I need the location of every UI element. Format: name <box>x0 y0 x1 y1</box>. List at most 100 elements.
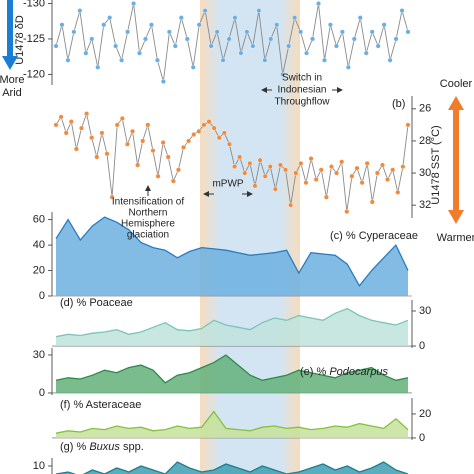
point <box>201 122 207 128</box>
point <box>293 170 299 176</box>
point <box>405 122 411 128</box>
label-part: spp. <box>120 441 144 453</box>
panel: 26 28 30 32 (b) U1478 SST (°C) <box>53 96 442 218</box>
point <box>125 29 131 35</box>
point <box>155 173 161 179</box>
panel: 0 20 (f) % Asteraceae <box>52 398 431 444</box>
point <box>77 8 83 14</box>
point <box>344 209 350 215</box>
point <box>83 50 89 56</box>
point <box>237 154 243 160</box>
point <box>154 57 160 63</box>
point <box>58 114 64 120</box>
panel-label: (e) % Podocarpus <box>300 366 389 378</box>
point <box>65 57 71 63</box>
point <box>186 138 192 144</box>
y-tick-label: 32 <box>419 199 431 211</box>
panel: 0 30 (d) % Poaceae <box>52 297 431 352</box>
y-tick-label: 10 <box>33 460 45 472</box>
label-part: (g) % <box>60 441 89 453</box>
point <box>71 29 77 35</box>
point <box>242 170 248 176</box>
point <box>53 43 59 49</box>
mpwp-band <box>200 0 300 474</box>
point <box>178 15 184 21</box>
point <box>137 50 143 56</box>
point <box>393 36 399 42</box>
y-tick-label: 0 <box>39 290 45 302</box>
series-line <box>55 3 409 82</box>
point <box>400 164 406 170</box>
point <box>145 122 151 128</box>
point <box>363 50 369 56</box>
plots: -130 -125 -120 U1478 δD 26 28 30 32 (b) U1478 SST… <box>14 0 442 474</box>
point <box>114 122 120 128</box>
point <box>165 154 171 160</box>
point <box>68 119 74 125</box>
cooler-label: Cooler <box>440 78 473 90</box>
point <box>160 78 166 84</box>
point <box>104 151 110 157</box>
area <box>56 355 408 393</box>
point <box>286 43 292 49</box>
point <box>357 15 363 21</box>
point <box>59 22 65 28</box>
label-part: (b) <box>392 98 405 110</box>
area <box>56 411 408 438</box>
point <box>298 29 304 35</box>
point <box>89 36 95 42</box>
y-tick-label: -130 <box>23 0 45 9</box>
annotation: Hemisphere <box>121 219 175 230</box>
point <box>316 1 322 7</box>
panel-label: (c) % Cyperaceae <box>330 230 418 242</box>
point <box>124 141 130 147</box>
point <box>131 1 137 7</box>
point <box>172 43 178 49</box>
point <box>292 15 298 21</box>
point <box>323 194 329 200</box>
point <box>321 57 327 63</box>
point <box>206 119 212 125</box>
point <box>385 176 391 182</box>
point <box>184 36 190 42</box>
area <box>56 308 408 347</box>
point <box>181 144 187 150</box>
y-tick-label: 30 <box>419 167 431 179</box>
point <box>196 128 202 134</box>
point <box>328 164 334 170</box>
panel-label: (g) % Buxus spp. <box>60 441 144 453</box>
y-tick-label: 30 <box>33 349 45 361</box>
point <box>256 8 262 14</box>
point <box>63 130 69 136</box>
point <box>359 180 365 186</box>
point <box>272 186 278 192</box>
panel-label: (b) <box>392 98 405 110</box>
annotation: Intensification of <box>112 197 184 208</box>
point <box>135 162 141 168</box>
point <box>267 164 273 170</box>
point <box>327 22 333 28</box>
point <box>99 130 105 136</box>
point <box>252 183 258 189</box>
point <box>232 164 238 170</box>
point <box>280 71 286 77</box>
annotation: Indonesian <box>278 85 327 96</box>
point <box>238 50 244 56</box>
point <box>257 157 263 163</box>
point <box>369 29 375 35</box>
y-tick-label: 0 <box>419 340 425 352</box>
arid-label: More <box>0 74 25 86</box>
point <box>345 64 351 70</box>
axis-label: U1478 δD <box>14 15 26 65</box>
y-tick-label: 30 <box>419 305 431 317</box>
temp-arrow-heads <box>448 96 464 224</box>
point <box>216 135 222 141</box>
point <box>226 141 232 147</box>
label-part: (c) % Cyperaceae <box>330 230 418 242</box>
point <box>220 57 226 63</box>
annotation: Switch in <box>282 73 322 84</box>
label-part: (e) % <box>300 366 329 378</box>
point <box>268 36 274 42</box>
point <box>107 15 113 21</box>
annotation: Throughflow <box>274 97 330 108</box>
